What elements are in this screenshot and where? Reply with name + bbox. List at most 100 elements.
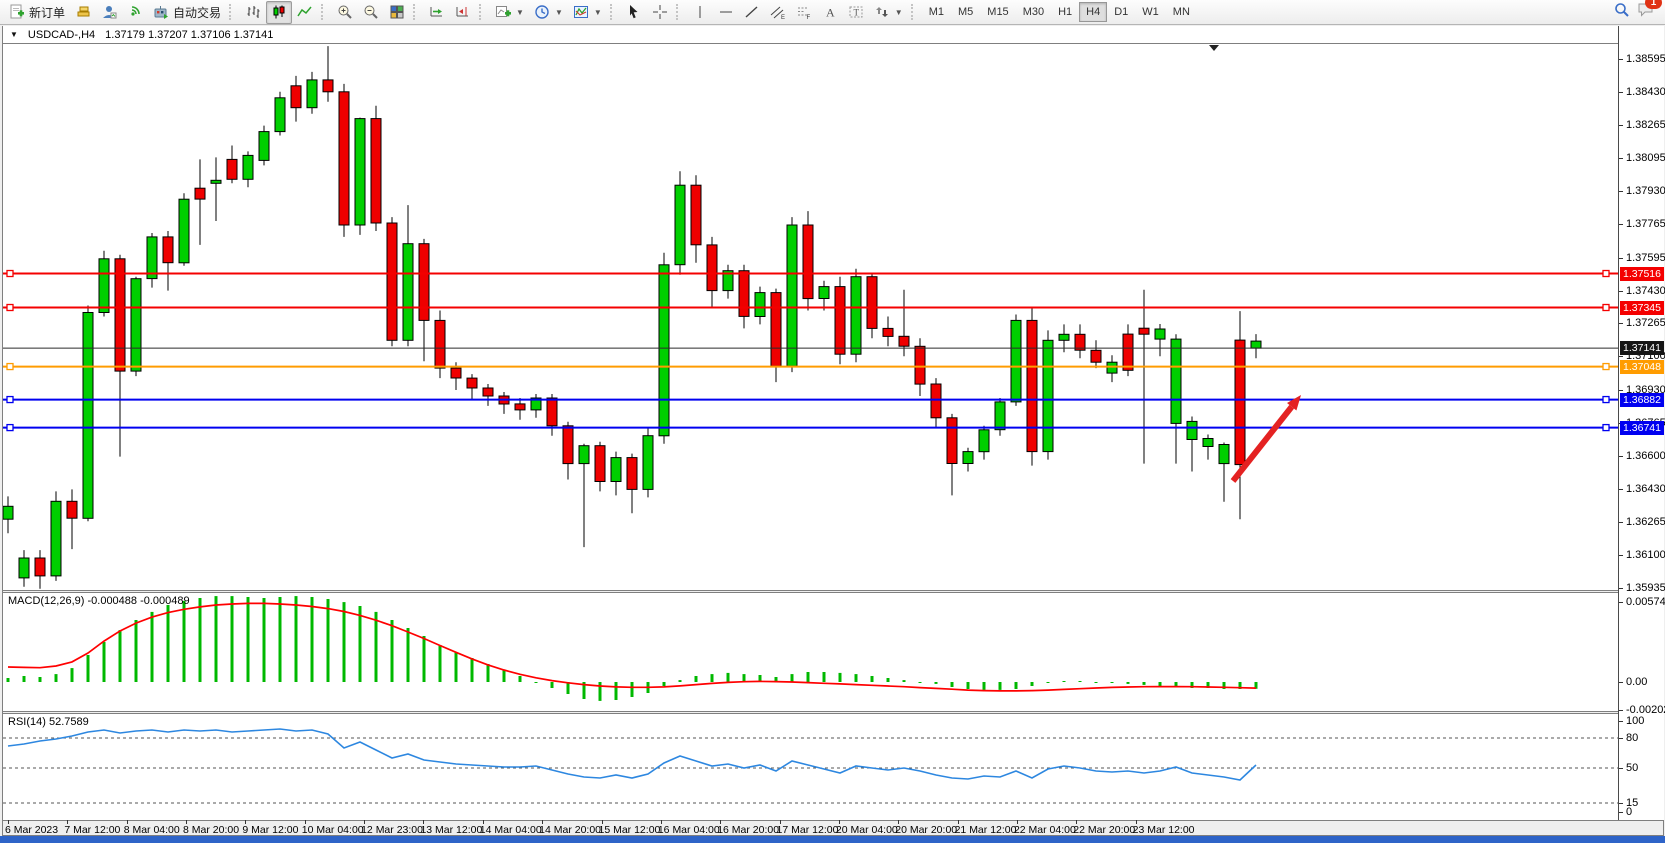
timeframe-w1[interactable]: W1 [1142, 6, 1159, 18]
price-axis[interactable]: 1.38595 1.38430 1.38265 1.38095 1.37930 1.377… [1618, 26, 1665, 820]
candles [3, 46, 1262, 589]
crosshair-button[interactable] [647, 1, 673, 24]
periods-button[interactable]: ▼ [529, 1, 568, 24]
toolbar-grip [229, 4, 235, 20]
price-axis-label: 1.37265 [1626, 317, 1665, 330]
horizontal-line-icon [718, 4, 734, 20]
rsi-pane[interactable] [3, 714, 1618, 820]
price-level-badge: 1.37516 [1620, 266, 1664, 281]
collapse-triangle-icon[interactable]: ▼ [10, 30, 18, 39]
fibonacci-button[interactable]: F [791, 1, 817, 24]
candlestick-chart-button[interactable] [266, 0, 293, 24]
profile-icon [101, 4, 117, 20]
auto-scroll-button[interactable] [424, 1, 450, 24]
time-axis-tick [779, 820, 781, 824]
chevron-down-icon: ▼ [516, 7, 524, 17]
price-axis-tick [1619, 587, 1623, 589]
price-axis-tick [1619, 257, 1623, 259]
timeframe-mn[interactable]: MN [1172, 6, 1190, 18]
pane-divider [3, 820, 1663, 821]
time-axis-label: 17 Mar 12:00 [776, 824, 839, 836]
macd-pane[interactable] [3, 593, 1618, 711]
price-axis-tick [1619, 390, 1623, 391]
pane-divider[interactable] [3, 590, 1663, 591]
main-chart-pane[interactable] [3, 44, 1618, 590]
horizontal-line-button[interactable] [713, 1, 739, 24]
channel-button[interactable]: E [765, 1, 791, 24]
rsi-axis-tick [1619, 812, 1623, 813]
time-axis-tick [304, 820, 306, 824]
cursor-button[interactable] [621, 1, 647, 24]
zoom-in-button[interactable] [332, 1, 358, 24]
line-chart-button[interactable] [292, 1, 318, 24]
cursor-icon [626, 4, 642, 20]
time-axis-tick [898, 820, 900, 824]
svg-text:A: A [826, 6, 835, 20]
time-axis-label: 22 Mar 20:00 [1073, 824, 1136, 836]
arrows-icon [874, 4, 890, 20]
toolbar-grip [910, 4, 917, 20]
time-axis-label: 23 Mar 12:00 [1132, 824, 1195, 836]
auto-trading-button[interactable]: 自动交易 [148, 1, 226, 24]
window-bottom-edge [0, 836, 1665, 843]
channel-icon: E [770, 4, 786, 20]
timeframe-d1[interactable]: D1 [1114, 6, 1129, 18]
vertical-line-button[interactable] [687, 1, 713, 24]
arrows-button[interactable]: ▼ [869, 1, 908, 24]
profile-button[interactable] [96, 1, 122, 24]
time-axis-label: 14 Mar 04:00 [479, 824, 542, 836]
new-order-button[interactable]: 新订单 [4, 1, 70, 24]
time-axis-label: 15 Mar 12:00 [598, 824, 661, 836]
chart-shift-button[interactable] [450, 1, 476, 24]
timeframe-m1[interactable]: M1 [928, 6, 944, 18]
bar-chart-button[interactable] [240, 1, 266, 24]
indicators-button[interactable]: ▼ [568, 1, 607, 24]
line-chart-icon [297, 4, 313, 20]
bar-chart-icon [245, 4, 261, 20]
price-axis-tick [1619, 191, 1623, 193]
chart-title-bar[interactable]: ▼ USDCAD-,H4 1.37179 1.37207 1.37106 1.3… [3, 26, 1618, 43]
zoom-out-button[interactable] [358, 1, 384, 24]
macd-axis-tick [1619, 682, 1623, 683]
price-level-badge: 1.37345 [1620, 300, 1664, 315]
tile-windows-button[interactable] [384, 1, 410, 24]
timeframe-m15[interactable]: M15 [987, 6, 1009, 18]
timeframe-m5[interactable]: M5 [958, 6, 974, 18]
chart-window-button[interactable] [70, 1, 96, 24]
text-button[interactable]: A [817, 1, 843, 24]
price-axis-tick [1619, 489, 1623, 491]
pane-divider [3, 592, 1663, 593]
timeframe-group: M1 M5 M15 M30 H1 H4 D1 W1 MN [922, 2, 1197, 22]
auto-trading-label: 自动交易 [173, 5, 222, 20]
price-axis-tick [1619, 323, 1623, 325]
chat-button[interactable]: 1 [1637, 0, 1662, 24]
toolbar-grip [479, 4, 485, 20]
label-button[interactable]: T [843, 1, 869, 24]
timeframe-h4[interactable]: H4 [1079, 2, 1108, 22]
search-icon[interactable] [1613, 1, 1631, 24]
timeframe-m30[interactable]: M30 [1022, 6, 1045, 18]
crosshair-icon [652, 4, 668, 20]
pane-divider[interactable] [3, 711, 1663, 712]
time-axis-tick [245, 820, 247, 824]
signals-button[interactable] [122, 1, 148, 24]
time-axis-label: 13 Mar 12:00 [420, 824, 483, 836]
time-axis-label: 8 Mar 20:00 [183, 824, 240, 836]
timeframe-h1[interactable]: H1 [1058, 6, 1073, 18]
price-level-badge: 1.36882 [1620, 392, 1664, 407]
pane-divider [3, 43, 1663, 44]
window-frame [2, 26, 3, 836]
time-axis-label: 6 Mar 2023 [5, 824, 59, 836]
new-chart-button[interactable]: ▼ [490, 1, 529, 24]
price-axis-tick [1619, 555, 1623, 557]
time-axis[interactable]: 6 Mar 2023 7 Mar 12:00 8 Mar 04:00 8 Mar 20… [3, 820, 1618, 837]
price-axis-label: 1.36100 [1626, 549, 1665, 562]
rsi-label: RSI(14) 52.7589 [8, 716, 89, 728]
periods-icon [534, 4, 550, 20]
time-axis-label: 7 Mar 12:00 [64, 824, 121, 836]
zoom-in-icon [337, 4, 353, 20]
rsi-axis-tick [1619, 803, 1623, 804]
trendline-button[interactable] [739, 1, 765, 24]
time-axis-tick [126, 820, 128, 824]
